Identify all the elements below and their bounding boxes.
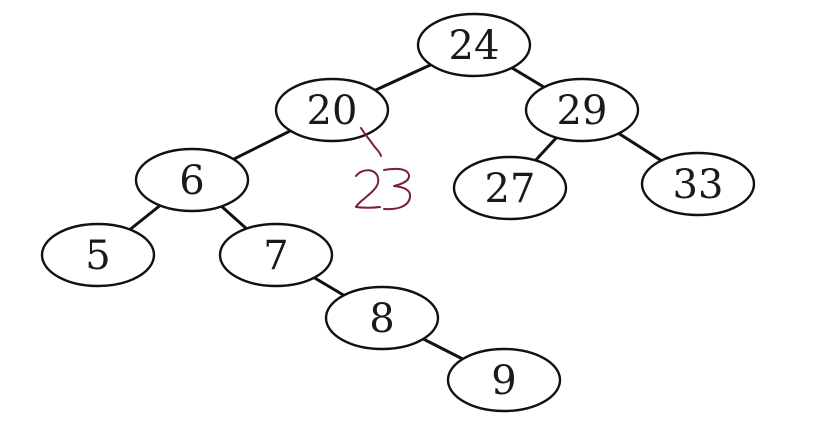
tree-node-9: 9 (446, 347, 562, 413)
node-circle (218, 222, 334, 288)
node-circle (274, 77, 390, 143)
node-label: 7 (263, 233, 288, 279)
node-label: 5 (85, 233, 110, 279)
tree-node-29: 29 (524, 77, 640, 143)
node-circle (134, 147, 250, 213)
node-circle (452, 155, 568, 221)
node-circle (416, 12, 532, 78)
tree-node-6: 6 (134, 147, 250, 213)
annotation-digit-2-stroke (355, 169, 381, 209)
tree-node-8: 8 (324, 285, 440, 351)
node-label: 33 (673, 162, 724, 208)
node-label: 29 (557, 88, 608, 134)
tree-node-33: 33 (640, 151, 756, 217)
node-circle (446, 347, 562, 413)
node-label: 8 (369, 296, 394, 342)
annotation-digit-3-stroke (383, 167, 412, 211)
node-label: 27 (485, 166, 536, 212)
tree-node-7: 7 (218, 222, 334, 288)
handwritten-annotation: 23 (355, 127, 412, 211)
node-circle (524, 77, 640, 143)
tree-node-20: 20 (274, 77, 390, 143)
node-label: 9 (491, 358, 516, 404)
tree-nodes: 24 20 29 6 27 33 5 7 8 9 (40, 12, 756, 413)
tree-node-27: 27 (452, 155, 568, 221)
node-label: 20 (307, 88, 358, 134)
tree-node-24: 24 (416, 12, 532, 78)
tree-node-5: 5 (40, 222, 156, 288)
node-label: 6 (179, 158, 204, 204)
annotation-text: 23 (382, 207, 384, 209)
node-label: 24 (449, 23, 500, 69)
node-circle (40, 222, 156, 288)
node-circle (324, 285, 440, 351)
node-circle (640, 151, 756, 217)
annotation-connector-stroke (360, 127, 382, 157)
